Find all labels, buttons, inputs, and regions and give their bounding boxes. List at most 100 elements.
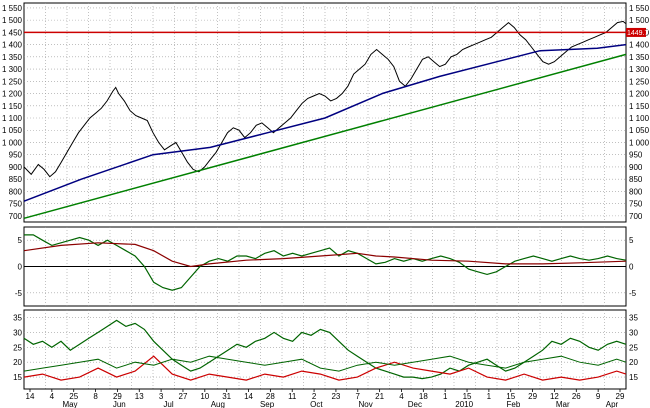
momentum-tick-label-right: 0 — [629, 263, 634, 272]
date-tick-label: 14 — [244, 392, 253, 401]
price-tick-label-right: 700 — [629, 212, 643, 221]
month-label: Oct — [310, 400, 323, 408]
price-tick-label-left: 1 400 — [2, 41, 23, 50]
price-tick-label-right: 1 250 — [629, 77, 650, 86]
date-tick-label: 3 — [159, 392, 164, 401]
adx-axis-ticks: 15 15 20 20 25 25 30 30 35 35 — [13, 313, 638, 382]
month-labels: May Jun Jul Aug Sep Oct Nov Dec 2010 Feb Mar Apr — [62, 400, 618, 408]
adx-tick-label-right: 15 — [629, 373, 638, 382]
adx-tick-label-left: 20 — [13, 358, 22, 367]
momentum-tick-label-left: 0 — [18, 263, 23, 272]
date-tick-label: 29 — [113, 392, 122, 401]
adx-tick-label-left: 30 — [13, 328, 22, 337]
month-label: Aug — [211, 400, 225, 408]
momentum-tick-label-right: -5 — [629, 289, 637, 298]
adx-tick-label-left: 35 — [13, 313, 22, 322]
date-tick-label: 29 — [528, 392, 537, 401]
price-tick-label-right: 1 200 — [629, 90, 650, 99]
momentum-tick-label-right: 5 — [629, 236, 634, 245]
month-label: Feb — [507, 400, 521, 408]
adx-tick-label-right: 30 — [629, 328, 638, 337]
price-tick-label-right: 1 000 — [629, 138, 650, 147]
date-tick-label: 15 — [463, 392, 472, 401]
price-tick-label-left: 950 — [9, 151, 23, 160]
price-series-line — [23, 20, 627, 178]
date-tick-label: 8 — [93, 392, 98, 401]
date-tick-label: 1 — [487, 392, 492, 401]
x-axis: 14 4 25 8 29 13 3 27 10 31 14 28 11 2 23 7 21 4 18 1 15 1 15 29… — [24, 388, 626, 408]
adx-line — [23, 319, 627, 380]
month-label: Sep — [260, 400, 275, 408]
price-tick-label-right: 950 — [629, 151, 643, 160]
resistance-tag-label: 1449.7 — [627, 30, 649, 37]
momentum-axis-ticks: -5 -5 0 0 5 5 — [15, 236, 637, 298]
date-tick-label: 25 — [69, 392, 78, 401]
price-gridlines — [24, 3, 626, 222]
date-tick-label: 11 — [288, 392, 297, 401]
date-tick-label: 15 — [506, 392, 515, 401]
month-label: Apr — [606, 400, 619, 408]
price-tick-label-right: 1 150 — [629, 102, 650, 111]
price-tick-label-right: 850 — [629, 175, 643, 184]
month-label: 2010 — [455, 400, 473, 408]
price-tick-label-left: 1 500 — [2, 16, 23, 25]
date-tick-label: 10 — [200, 392, 209, 401]
date-tick-labels: 14 4 25 8 29 13 3 27 10 31 14 28 11 2 23 7 21 4 18 1 15 1 15 29… — [26, 389, 625, 401]
price-tick-label-right: 800 — [629, 187, 643, 196]
price-tick-label-right: 1 100 — [629, 114, 650, 123]
price-tick-label-right: 1 050 — [629, 126, 650, 135]
date-tick-label: 26 — [572, 392, 581, 401]
price-tick-label-right: 1 500 — [629, 16, 650, 25]
support-trendline — [23, 53, 627, 220]
adx-tick-label-left: 25 — [13, 343, 22, 352]
adx-tick-label-right: 25 — [629, 343, 638, 352]
date-tick-label: 27 — [179, 392, 188, 401]
price-tick-label-left: 1 250 — [2, 77, 23, 86]
price-tick-label-left: 1 550 — [2, 4, 23, 13]
price-axis-ticks: 700 700 750 750 800 800 850 850 900 900 950 950 1 00… — [2, 4, 650, 221]
momentum-signal-line — [23, 242, 627, 268]
resistance-tag: 1449.7 — [626, 27, 649, 37]
moving-average-line — [23, 43, 627, 202]
month-label: Nov — [359, 400, 373, 408]
date-tick-label: 4 — [50, 392, 55, 401]
date-tick-label: 7 — [356, 392, 361, 401]
date-tick-label: 4 — [399, 392, 404, 401]
price-tick-label-left: 750 — [9, 200, 23, 209]
momentum-fast-line — [24, 234, 627, 291]
price-tick-label-right: 900 — [629, 163, 643, 172]
price-tick-label-left: 700 — [9, 212, 23, 221]
date-tick-label: 1 — [443, 392, 448, 401]
date-tick-label: 9 — [596, 392, 601, 401]
momentum-tick-label-left: 5 — [18, 236, 23, 245]
date-tick-label: 18 — [419, 392, 428, 401]
price-tick-label-left: 1 350 — [2, 53, 23, 62]
price-tick-label-left: 1 100 — [2, 114, 23, 123]
date-tick-label: 23 — [331, 392, 340, 401]
resistance-tag-background — [626, 27, 646, 37]
adx-tick-label-right: 20 — [629, 358, 638, 367]
adx-tick-label-left: 15 — [13, 373, 22, 382]
price-tick-label-left: 850 — [9, 175, 23, 184]
date-tick-label: 28 — [266, 392, 275, 401]
price-tick-label-right: 1 400 — [629, 41, 650, 50]
month-label: Mar — [556, 400, 570, 408]
date-tick-label: 12 — [550, 392, 559, 401]
date-tick-label: 31 — [222, 392, 231, 401]
price-tick-label-right: 1 300 — [629, 65, 650, 74]
adx-panel: 15 15 20 20 25 25 30 30 35 35 — [13, 309, 638, 390]
date-tick-label: 29 — [616, 392, 625, 401]
di-plus-line — [23, 355, 627, 372]
month-label: Jul — [163, 400, 173, 408]
date-tick-label: 2 — [312, 392, 317, 401]
price-tick-label-left: 1 150 — [2, 102, 23, 111]
price-tick-label-left: 800 — [9, 187, 23, 196]
date-tick-label: 14 — [26, 392, 35, 401]
adx-tick-label-right: 35 — [629, 313, 638, 322]
date-tick-label: 13 — [135, 392, 144, 401]
price-tick-label-left: 1 300 — [2, 65, 23, 74]
price-tick-label-right: 1 350 — [629, 53, 650, 62]
adx-gridlines — [24, 310, 626, 389]
momentum-tick-label-left: -5 — [15, 289, 23, 298]
price-tick-label-left: 1 000 — [2, 138, 23, 147]
